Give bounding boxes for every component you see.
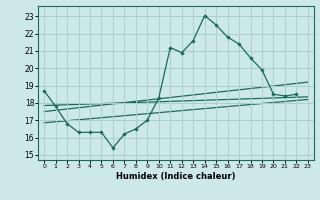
X-axis label: Humidex (Indice chaleur): Humidex (Indice chaleur): [116, 172, 236, 181]
